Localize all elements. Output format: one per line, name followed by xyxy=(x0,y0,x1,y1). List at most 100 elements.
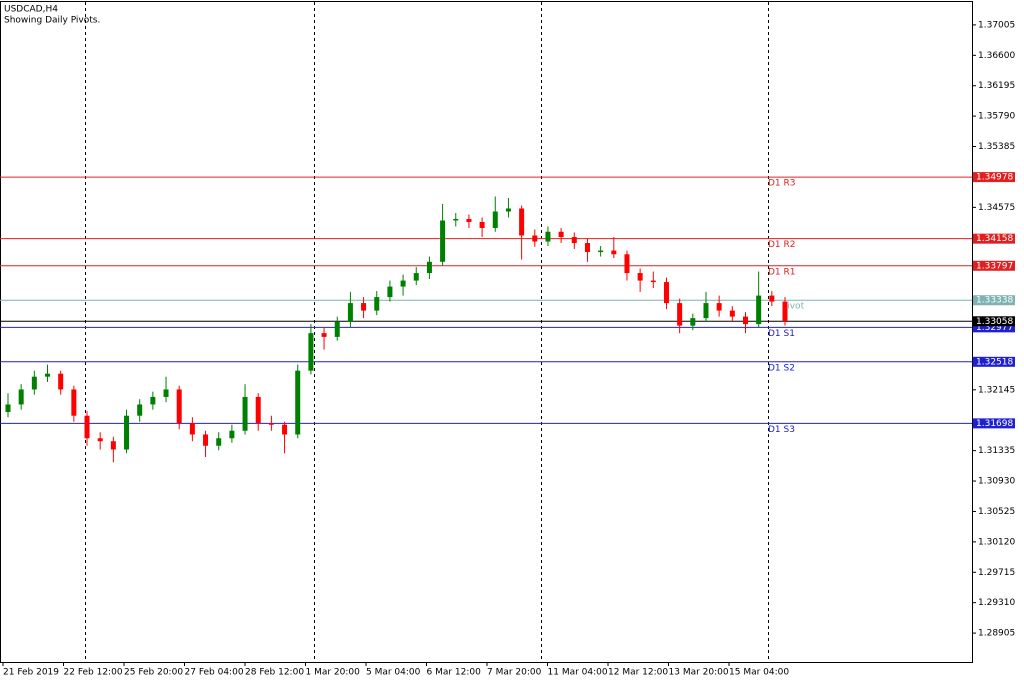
y-tick-label: 1.28905 xyxy=(978,629,1015,639)
candle-body xyxy=(663,282,669,304)
pivot-level-price-box xyxy=(973,356,1015,367)
candle-body xyxy=(558,231,564,238)
y-tick-label: 1.35790 xyxy=(978,112,1015,122)
candle-body xyxy=(176,389,182,424)
candle-body xyxy=(519,208,525,236)
candle-body xyxy=(110,441,116,450)
candle-body xyxy=(742,316,748,325)
candle-body xyxy=(295,370,301,435)
chart-subtitle: Showing Daily Pivots. xyxy=(4,16,100,26)
candle-body xyxy=(650,280,656,283)
x-tick-label: 6 Mar 12:00 xyxy=(427,668,482,678)
current-price-price-box xyxy=(973,316,1015,327)
x-tick-label: 7 Mar 20:00 xyxy=(487,668,542,678)
y-tick-label: 1.37005 xyxy=(978,20,1015,30)
candle-body xyxy=(216,438,222,446)
y-tick-label: 1.31335 xyxy=(978,446,1015,456)
x-tick-label: 21 Feb 2019 xyxy=(3,668,59,678)
candle-body xyxy=(466,218,472,222)
pivot-level-price-label: 1.33338 xyxy=(976,296,1013,306)
y-tick-label: 1.29310 xyxy=(978,598,1015,608)
x-tick-label: 5 Mar 04:00 xyxy=(366,668,421,678)
candle-body xyxy=(229,430,235,439)
pivot-level-price-label: 1.34158 xyxy=(976,234,1013,244)
y-tick-label: 1.36600 xyxy=(978,51,1015,61)
candle-body xyxy=(690,318,696,326)
y-tick-label: 1.36195 xyxy=(978,81,1015,91)
chart-title: USDCAD,H4 xyxy=(4,5,58,15)
candle-body xyxy=(334,321,340,337)
candle-body xyxy=(400,280,406,287)
pivot-level-name: D1 R1 xyxy=(768,267,796,277)
candle-body xyxy=(5,404,11,412)
candle-body xyxy=(97,438,103,442)
candle-body xyxy=(426,261,432,274)
x-tick-label: 15 Mar 04:00 xyxy=(729,668,789,678)
candle-body xyxy=(124,415,130,450)
candle-body xyxy=(308,333,314,371)
candle-body xyxy=(716,303,722,311)
candle-body xyxy=(492,211,498,229)
candle-body xyxy=(413,273,419,281)
plot-frame xyxy=(0,1,973,663)
candle-body xyxy=(71,389,77,416)
candle-body xyxy=(624,254,630,274)
period-separators xyxy=(85,2,769,662)
pivot-level-price-box xyxy=(973,172,1015,183)
x-tick-label: 22 Feb 12:00 xyxy=(64,668,123,678)
candle-body xyxy=(374,297,380,311)
x-tick-label: 1 Mar 20:00 xyxy=(306,668,361,678)
candle-body xyxy=(479,222,485,229)
candle-body xyxy=(321,333,327,337)
candle-body xyxy=(163,389,169,397)
candle-body xyxy=(703,303,709,319)
pivot-level-price-label: 1.32518 xyxy=(976,357,1013,367)
x-tick-label: 28 Feb 12:00 xyxy=(245,668,304,678)
candle-body xyxy=(611,250,617,255)
pivot-level-name: D1 R3 xyxy=(768,179,796,189)
candle-body xyxy=(440,220,446,262)
candle-body xyxy=(18,389,24,405)
pivot-level-price-box xyxy=(973,295,1015,306)
pivot-level-price-box xyxy=(973,322,1015,333)
pivot-level-price-box xyxy=(973,260,1015,271)
pivot-level-price-label: 1.33797 xyxy=(976,261,1013,271)
candle-body xyxy=(45,373,51,377)
pivot-level-price-label: 1.31698 xyxy=(976,419,1013,429)
candle-body xyxy=(769,295,775,302)
y-tick-label: 1.32145 xyxy=(978,385,1015,395)
candle-body xyxy=(505,208,511,212)
x-tick-label: 25 Feb 20:00 xyxy=(124,668,183,678)
candle-body xyxy=(203,434,209,446)
candle-body xyxy=(637,273,643,281)
candle-body xyxy=(756,295,762,325)
candle-body xyxy=(31,376,37,390)
y-tick-label: 1.30120 xyxy=(978,537,1015,547)
pivot-level-name: D1 S3 xyxy=(768,425,795,435)
candle-body xyxy=(453,218,459,221)
candle-body xyxy=(347,303,353,322)
candle-body xyxy=(361,303,367,311)
candle-body xyxy=(545,231,551,242)
y-tick-label: 1.35385 xyxy=(978,142,1015,152)
current-price-price-label: 1.33058 xyxy=(976,317,1013,327)
candle-body xyxy=(189,423,195,435)
candle-body xyxy=(282,424,288,435)
candle-body xyxy=(137,404,143,416)
candle-body xyxy=(598,250,604,253)
pivot-level-name: D1 S1 xyxy=(768,329,795,339)
x-tick-label: 13 Mar 20:00 xyxy=(669,668,729,678)
candle-body xyxy=(729,310,735,317)
y-tick-label: 1.30525 xyxy=(978,507,1015,517)
y-tick-label: 1.29715 xyxy=(978,568,1015,578)
pivot-level-price-label: 1.34978 xyxy=(976,173,1013,183)
x-tick-label: 12 Mar 12:00 xyxy=(608,668,668,678)
candle-body xyxy=(387,286,393,298)
pivot-level-name: D1 R2 xyxy=(768,240,796,250)
candle-body xyxy=(150,396,156,405)
pivot-level-price-box xyxy=(973,418,1015,429)
x-tick-label: 27 Feb 04:00 xyxy=(185,668,244,678)
candle-body xyxy=(571,237,577,244)
candle-body xyxy=(242,396,248,431)
